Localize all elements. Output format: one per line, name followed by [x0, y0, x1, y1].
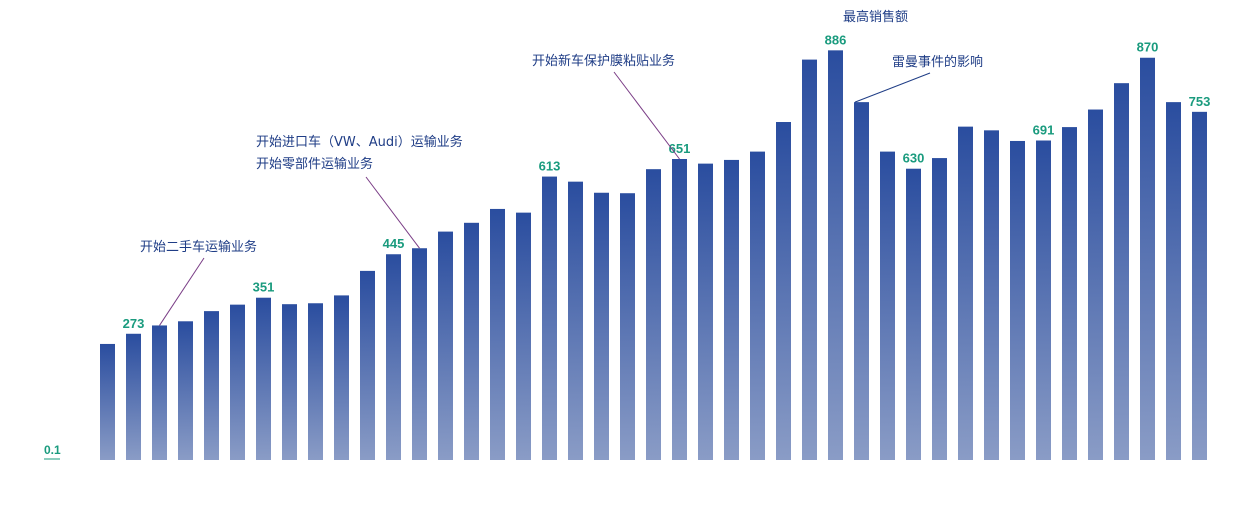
- value-label-17: 613: [539, 159, 561, 174]
- bar-21: [646, 169, 661, 460]
- annotation-3: 最高销售额: [843, 9, 908, 25]
- annotation-2-line-0: 开始新车保护膜粘贴业务: [532, 53, 675, 69]
- bar-13: [438, 231, 453, 460]
- bar-35: [1010, 140, 1025, 460]
- annotations-group: 开始二手车运输业务开始进口车（VW、Audi）运输业务开始零部件运输业务开始新车…: [140, 9, 983, 326]
- bar-0: [100, 343, 115, 460]
- annotation-1-leader-line: [365, 176, 420, 249]
- value-label-31: 630: [903, 151, 925, 166]
- annotation-0-line-0: 开始二手车运输业务: [140, 239, 257, 255]
- bar-30: [880, 151, 895, 460]
- bar-34: [984, 130, 999, 461]
- bar-18: [568, 181, 583, 460]
- bars-group: [100, 50, 1207, 461]
- bar-10: [360, 270, 375, 460]
- bar-1: [126, 333, 141, 460]
- bar-26: [776, 122, 791, 461]
- annotation-1-line-0: 开始进口车（VW、Audi）运输业务: [256, 134, 463, 150]
- bar-42: [1192, 111, 1207, 460]
- value-label-28: 886: [825, 32, 847, 47]
- bar-32: [932, 158, 947, 461]
- annotation-4-line-0: 雷曼事件的影响: [892, 54, 983, 70]
- annotation-4: 雷曼事件的影响: [854, 54, 983, 103]
- value-label-6: 351: [253, 280, 275, 295]
- annotation-2-leader-line: [613, 71, 680, 160]
- bar-25: [750, 151, 765, 460]
- bar-5: [230, 304, 245, 460]
- value-label-11: 445: [383, 236, 405, 251]
- bar-31: [906, 168, 921, 461]
- bar-41: [1166, 102, 1181, 461]
- bar-23: [698, 163, 713, 460]
- bar-9: [334, 295, 349, 460]
- bar-4: [204, 311, 219, 460]
- annotation-0: 开始二手车运输业务: [140, 239, 257, 326]
- bar-2: [152, 325, 167, 460]
- bar-27: [802, 59, 817, 460]
- bar-28: [828, 50, 843, 460]
- bar-16: [516, 212, 531, 460]
- bar-19: [594, 192, 609, 460]
- annotation-0-leader-line: [159, 257, 205, 326]
- annotation-1-line-1: 开始零部件运输业务: [256, 156, 373, 172]
- bar-36: [1036, 140, 1051, 460]
- bar-29: [854, 102, 869, 461]
- bar-39: [1114, 83, 1129, 460]
- bar-15: [490, 208, 505, 460]
- bar-11: [386, 254, 401, 460]
- bar-12: [412, 248, 427, 460]
- annotation-3-line-0: 最高销售额: [843, 9, 908, 25]
- bar-24: [724, 159, 739, 460]
- bar-37: [1062, 127, 1077, 460]
- bar-3: [178, 321, 193, 460]
- value-label-42: 753: [1189, 94, 1211, 109]
- bar-7: [282, 304, 297, 460]
- y-axis-label: 0.1: [44, 443, 61, 457]
- y-axis: 0.1: [44, 443, 61, 460]
- bar-33: [958, 126, 973, 461]
- bar-20: [620, 193, 635, 460]
- bar-38: [1088, 109, 1103, 460]
- bar-17: [542, 176, 557, 460]
- annotation-2: 开始新车保护膜粘贴业务: [532, 53, 680, 160]
- value-label-1: 273: [123, 316, 145, 331]
- bar-14: [464, 222, 479, 460]
- value-label-40: 870: [1137, 40, 1159, 55]
- value-label-36: 691: [1033, 123, 1055, 138]
- annotation-4-leader-line: [854, 72, 931, 103]
- bar-40: [1140, 57, 1155, 460]
- bar-8: [308, 303, 323, 460]
- bar-22: [672, 159, 687, 460]
- bar-6: [256, 297, 271, 460]
